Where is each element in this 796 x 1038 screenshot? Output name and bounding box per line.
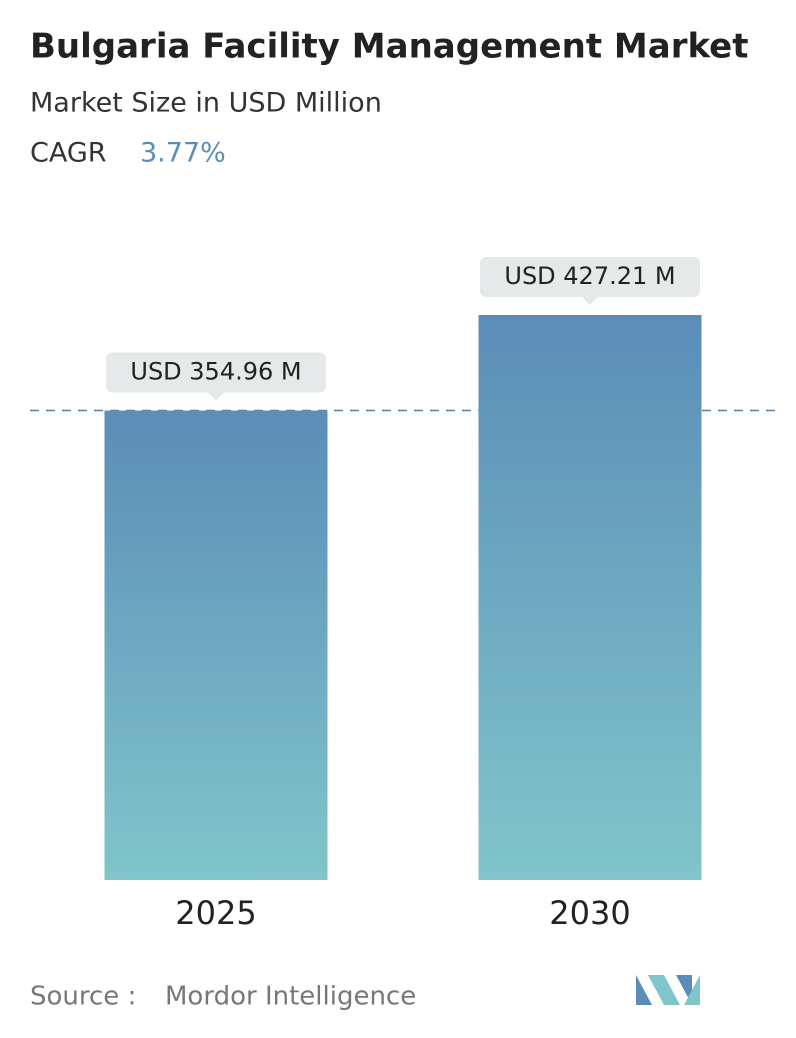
logo (636, 975, 700, 1005)
value-label-box (480, 257, 700, 297)
source: Mordor Intelligence (165, 982, 416, 1012)
chart-subtitle: Market Size in USD Million (30, 88, 382, 119)
value-label-box (106, 352, 326, 393)
bar (104, 410, 328, 880)
value-label: USD 427.21 M (504, 262, 675, 290)
value-label-pointer (582, 297, 598, 305)
bar (478, 315, 702, 880)
cagr-label: CAGR (30, 138, 107, 169)
value-label-pointer (208, 392, 224, 401)
x-tick-label: 2025 (175, 894, 256, 932)
cagr-value: 3.77% (140, 138, 226, 169)
value-label: USD 354.96 M (130, 358, 301, 386)
chart-title: Bulgaria Facility Management Market (30, 27, 748, 67)
x-tick-label: 2030 (549, 894, 630, 932)
source-label: Source : (30, 982, 136, 1012)
